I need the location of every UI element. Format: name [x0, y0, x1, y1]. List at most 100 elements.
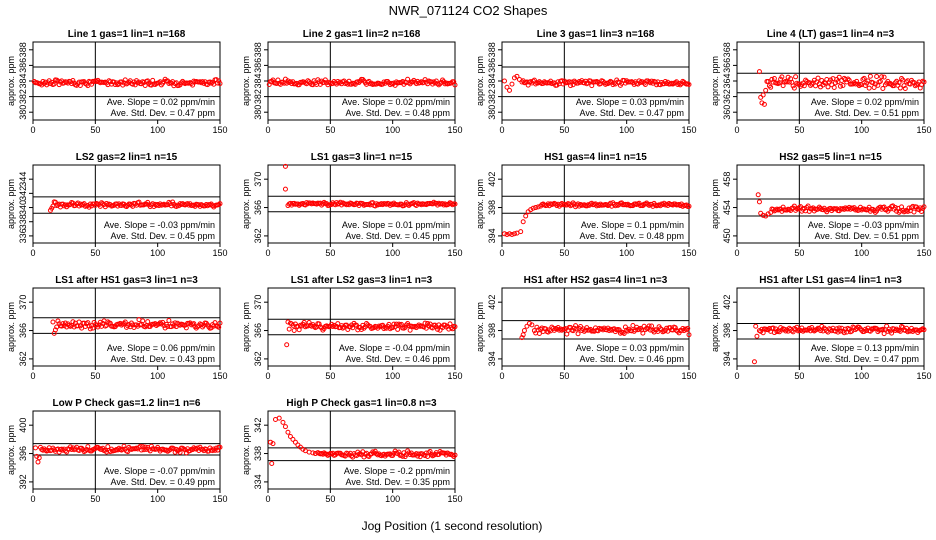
slope-annotation: Ave. Slope = -0.2 ppm/min	[344, 466, 450, 476]
data-point	[435, 326, 441, 332]
x-tick-label: 150	[447, 371, 462, 381]
slope-annotation: Ave. Slope = 0.13 ppm/min	[811, 343, 919, 353]
data-points	[32, 443, 223, 465]
data-point	[334, 81, 340, 87]
y-tick-label: 370	[18, 295, 28, 310]
x-axis-label: Jog Position (1 second resolution)	[362, 519, 543, 533]
x-tick-label: 100	[385, 494, 400, 504]
x-tick-label: 150	[212, 125, 227, 135]
data-point	[391, 321, 397, 327]
slope-annotation: Ave. Slope = 0.02 ppm/min	[811, 97, 919, 107]
data-point	[285, 319, 291, 325]
data-point	[111, 79, 117, 85]
y-tick-label: 366	[722, 58, 732, 73]
data-point	[902, 86, 908, 92]
data-point	[425, 321, 431, 327]
data-point	[756, 199, 762, 205]
std-dev-annotation: Ave. Std. Dev. = 0.47 ppm	[815, 354, 919, 364]
x-tick-label: 0	[30, 494, 35, 504]
data-point	[685, 325, 691, 331]
data-point	[686, 332, 692, 338]
y-tick-label: 362	[18, 351, 28, 366]
y-tick-label: 398	[487, 323, 497, 338]
y-tick-label: 382	[487, 89, 497, 104]
data-point	[59, 323, 65, 329]
std-dev-annotation: Ave. Std. Dev. = 0.45 ppm	[346, 231, 450, 241]
data-point	[292, 439, 298, 445]
y-tick-label: 382	[253, 89, 263, 104]
x-tick-label: 0	[265, 494, 270, 504]
data-point	[881, 331, 887, 337]
x-tick-label: 100	[619, 125, 634, 135]
x-tick-label: 100	[854, 248, 869, 258]
data-point	[786, 325, 792, 331]
data-point	[79, 445, 85, 451]
data-point	[686, 82, 692, 88]
data-point	[805, 203, 811, 209]
data-point	[317, 324, 323, 330]
y-tick-label: 366	[253, 323, 263, 338]
data-point	[840, 83, 846, 89]
std-dev-annotation: Ave. Std. Dev. = 0.47 ppm	[580, 108, 684, 118]
data-point	[605, 325, 611, 331]
x-tick-label: 150	[447, 494, 462, 504]
data-point	[287, 434, 293, 440]
x-tick-label: 150	[916, 371, 931, 381]
y-tick-label: 388	[253, 42, 263, 57]
x-tick-label: 150	[212, 371, 227, 381]
x-tick-label: 0	[265, 125, 270, 135]
data-point	[270, 441, 276, 447]
y-tick-label: 386	[487, 58, 497, 73]
data-point	[290, 436, 296, 442]
data-points	[284, 319, 458, 348]
data-point	[86, 323, 92, 329]
data-point	[574, 326, 580, 332]
x-tick-label: 0	[734, 371, 739, 381]
slope-annotation: Ave. Slope = -0.03 ppm/min	[808, 220, 919, 230]
data-point	[921, 327, 927, 333]
panel-4: Line 4 (LT) gas=1 lin=4 n=30 50 100 1503603…	[710, 29, 932, 135]
data-point	[504, 231, 510, 237]
data-point	[215, 447, 221, 453]
data-point	[901, 83, 907, 89]
data-point	[506, 231, 512, 237]
data-point	[523, 213, 529, 219]
data-point	[783, 328, 789, 334]
std-dev-annotation: Ave. Std. Dev. = 0.46 ppm	[346, 354, 450, 364]
x-tick-label: 50	[559, 125, 569, 135]
y-tick-label: 386	[18, 58, 28, 73]
data-point	[672, 325, 678, 331]
y-axis-label: approx. ppm	[6, 179, 16, 229]
data-point	[828, 77, 833, 83]
data-point	[524, 323, 530, 329]
data-point	[422, 453, 428, 459]
data-point	[521, 328, 527, 334]
data-point	[452, 82, 458, 88]
data-point	[302, 202, 308, 208]
x-tick-label: 150	[212, 494, 227, 504]
data-points	[266, 76, 458, 88]
data-point	[172, 449, 178, 455]
data-point	[345, 451, 351, 457]
data-point	[884, 323, 890, 329]
data-point	[360, 322, 366, 328]
data-point	[765, 79, 771, 85]
x-tick-label: 150	[681, 125, 696, 135]
data-point	[217, 81, 223, 87]
data-point	[911, 209, 917, 215]
y-tick-label: 400	[18, 418, 28, 433]
data-point	[267, 439, 273, 445]
x-tick-label: 50	[90, 371, 100, 381]
x-tick-label: 100	[619, 248, 634, 258]
panel-10: LS1 after LS2 gas=3 lin=1 n=3 0 50 100 150 36…	[241, 275, 463, 381]
data-point	[316, 321, 322, 327]
y-axis-label: approx. ppm	[241, 56, 251, 106]
data-point	[450, 452, 456, 458]
data-point	[519, 335, 525, 341]
y-tick-label: 340	[18, 200, 28, 215]
x-tick-label: 100	[854, 371, 869, 381]
y-tick-label: 394	[722, 351, 732, 366]
